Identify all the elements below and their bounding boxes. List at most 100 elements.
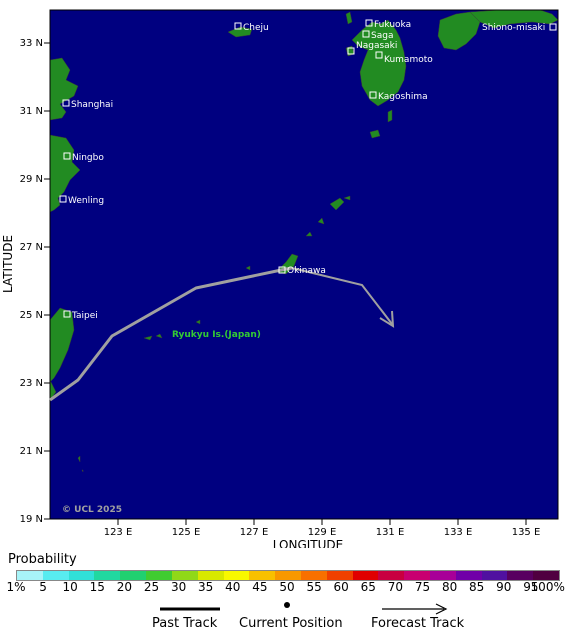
scale-swatch bbox=[455, 571, 482, 580]
yonaguni-island bbox=[155, 333, 163, 339]
svg-text:Okinawa: Okinawa bbox=[287, 266, 326, 276]
probability-tick-label: 65 bbox=[360, 580, 376, 594]
kume-island bbox=[245, 265, 251, 271]
legend-title: Probability bbox=[8, 552, 77, 567]
region-label: Ryukyu Is.(Japan) bbox=[172, 330, 261, 340]
city-shiono-misaki: Shiono-misaki bbox=[482, 23, 557, 33]
probability-tick-label: 40 bbox=[225, 580, 241, 594]
small-isle-a bbox=[77, 455, 81, 463]
probability-tick-label: 75 bbox=[414, 580, 431, 594]
scale-swatch bbox=[352, 571, 379, 580]
scale-swatch bbox=[430, 571, 456, 580]
probability-tick-label: 15 bbox=[89, 580, 105, 594]
ishigaki-island bbox=[143, 335, 153, 341]
lat-label-21: 21 N bbox=[20, 446, 43, 457]
past-track-key-label: Past Track bbox=[152, 616, 218, 631]
land-masses bbox=[49, 9, 559, 473]
scale-swatch bbox=[275, 571, 301, 580]
scale-swatch bbox=[223, 571, 250, 580]
probability-tick-label: 25 bbox=[143, 580, 160, 594]
city-nagasaki: Nagasaki bbox=[347, 41, 397, 55]
lat-label-33: 33 N bbox=[20, 38, 43, 49]
amami-oshima bbox=[329, 197, 345, 211]
lon-label-129: 129 E bbox=[308, 527, 337, 538]
storm-track bbox=[49, 266, 395, 402]
probability-legend: Probability 1% 5 10 15 20 25 30 35 40 45 50 55 60 65 7… bbox=[0, 548, 580, 639]
probability-tick-label: 20 bbox=[116, 580, 133, 594]
city-cheju: Cheju bbox=[234, 22, 269, 33]
probability-tick-label: 85 bbox=[469, 580, 485, 594]
lon-label-135: 135 E bbox=[512, 527, 541, 538]
svg-text:Shanghai: Shanghai bbox=[71, 100, 113, 110]
typhoon-track-map: 33 N 31 N 29 N 27 N 25 N 23 N 21 N 19 N … bbox=[1, 9, 559, 548]
latitude-ticks bbox=[44, 42, 50, 520]
probability-ticks: 1% 5 10 15 20 25 30 35 40 45 50 55 60 65 70 75 80 85 90 95 1… bbox=[0, 580, 580, 596]
lon-label-133: 133 E bbox=[444, 527, 473, 538]
lat-label-27: 27 N bbox=[20, 242, 43, 253]
okinoerabu bbox=[305, 231, 313, 237]
scale-swatch bbox=[94, 571, 121, 580]
lon-label-127: 127 E bbox=[240, 527, 269, 538]
svg-text:Shiono-misaki: Shiono-misaki bbox=[482, 23, 545, 33]
scale-swatch bbox=[326, 571, 353, 580]
tsushima-island bbox=[345, 11, 353, 25]
probability-tick-label: 35 bbox=[198, 580, 214, 594]
city-saga: Saga bbox=[362, 30, 393, 41]
scale-swatch bbox=[533, 571, 560, 580]
probability-tick-label: 95 bbox=[523, 580, 539, 594]
probability-tick-label: 60 bbox=[333, 580, 349, 594]
lat-label-29: 29 N bbox=[20, 174, 43, 185]
lon-label-125: 125 E bbox=[172, 527, 201, 538]
city-shanghai: Shanghai bbox=[62, 99, 113, 110]
scale-swatch bbox=[197, 571, 224, 580]
svg-text:Taipei: Taipei bbox=[71, 311, 98, 321]
kyushu-island bbox=[351, 19, 407, 107]
lat-label-25: 25 N bbox=[20, 310, 43, 321]
scale-swatch bbox=[404, 571, 430, 580]
probability-tick-label: 55 bbox=[306, 580, 322, 594]
miyako-island bbox=[195, 319, 201, 325]
city-fukuoka: Fukuoka bbox=[365, 19, 411, 30]
scale-swatch bbox=[249, 571, 276, 580]
forecast-track-line bbox=[291, 267, 393, 325]
svg-text:Saga: Saga bbox=[371, 31, 393, 41]
lat-label-23: 23 N bbox=[20, 378, 43, 389]
scale-swatch bbox=[146, 571, 172, 580]
current-position-key-label: Current Position bbox=[239, 616, 343, 631]
x-axis-title: LONGITUDE bbox=[273, 538, 343, 548]
lat-label-31: 31 N bbox=[20, 106, 43, 117]
shikoku-island bbox=[437, 11, 481, 51]
small-isle-b bbox=[81, 469, 84, 473]
svg-text:Kumamoto: Kumamoto bbox=[384, 55, 433, 65]
forecast-arrow-head bbox=[379, 310, 395, 328]
china-coast bbox=[49, 57, 79, 121]
city-ningbo: Ningbo bbox=[63, 152, 104, 163]
svg-text:Kagoshima: Kagoshima bbox=[378, 92, 428, 102]
lon-label-131: 131 E bbox=[376, 527, 405, 538]
probability-tick-label: 100% bbox=[530, 580, 565, 594]
city-labels: Cheju Fukuoka Saga Nagasaki Kumamoto Kag… bbox=[59, 19, 557, 321]
copyright-text: © UCL 2025 bbox=[62, 505, 122, 515]
city-kagoshima: Kagoshima bbox=[369, 91, 428, 102]
forecast-track-key-label: Forecast Track bbox=[371, 616, 465, 631]
probability-tick-label: 10 bbox=[62, 580, 78, 594]
scale-swatch bbox=[68, 571, 95, 580]
probability-tick-label: 50 bbox=[279, 580, 295, 594]
yakushima bbox=[369, 129, 381, 139]
amami-south bbox=[343, 195, 351, 201]
scale-swatch bbox=[300, 571, 327, 580]
svg-text:Wenling: Wenling bbox=[68, 196, 104, 206]
jeju-island bbox=[227, 26, 253, 38]
ocean-area bbox=[50, 10, 558, 519]
city-okinawa: Okinawa bbox=[278, 266, 326, 276]
taiwan-island bbox=[49, 307, 75, 383]
tokunoshima bbox=[317, 217, 325, 225]
scale-swatch bbox=[17, 571, 43, 580]
city-wenling: Wenling bbox=[59, 195, 104, 206]
city-kumamoto: Kumamoto bbox=[375, 51, 433, 65]
past-track-key-line bbox=[160, 607, 220, 611]
svg-text:Fukuoka: Fukuoka bbox=[374, 20, 411, 30]
scale-swatch bbox=[507, 571, 534, 580]
svg-text:Ningbo: Ningbo bbox=[72, 153, 104, 163]
tanegashima bbox=[387, 109, 393, 123]
